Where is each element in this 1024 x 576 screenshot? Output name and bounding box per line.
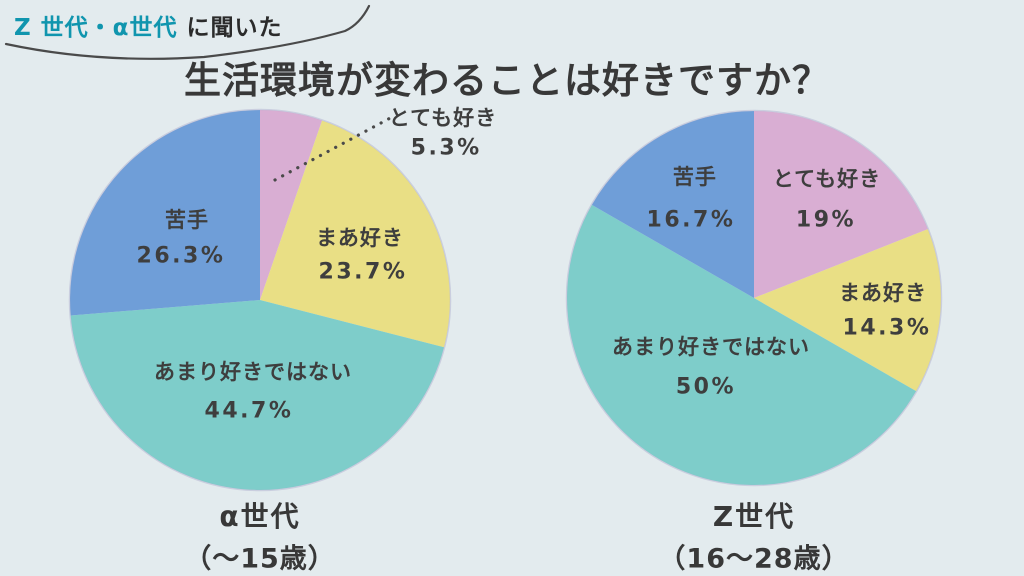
pie-slice-まあ好き <box>260 120 450 348</box>
pie-slice-あまり好きではない <box>70 300 445 491</box>
slice-label-あまり好きではない: あまり好きではない <box>611 335 810 360</box>
kicker-highlight-text: Z 世代・α世代 <box>14 15 178 41</box>
pie-slice-苦手 <box>69 110 260 316</box>
pie-caption-sub-1: （16～28歳） <box>658 543 850 575</box>
page-title: 生活環境が変わることは好きですか？ <box>184 59 830 102</box>
slice-value-苦手: 26.3% <box>136 243 226 269</box>
kicker-line: Z 世代・α世代 に聞いた <box>14 8 283 42</box>
pie-slice-とても好き <box>754 111 928 298</box>
pie-slice-とても好き <box>260 110 323 300</box>
slice-value-まあ好き: 14.3% <box>842 315 932 341</box>
slice-value-とても好き: 19% <box>795 207 857 233</box>
kicker-rest-text: に聞いた <box>186 15 283 41</box>
pie-rim <box>565 109 943 487</box>
pie-slice-苦手 <box>591 111 754 298</box>
pie-caption-0: α世代 <box>219 500 301 533</box>
slice-label-苦手: 苦手 <box>165 208 210 233</box>
leader-line-とても好き <box>273 115 394 182</box>
slice-value-あまり好きではない: 44.7% <box>204 398 294 424</box>
slice-label-苦手: 苦手 <box>672 165 717 190</box>
slice-value-とても好き: 5.3% <box>410 135 482 161</box>
pie-caption-sub-0: （～15歳） <box>184 543 336 575</box>
slice-value-苦手: 16.7% <box>646 207 736 233</box>
pie-slice-あまり好きではない <box>567 204 917 485</box>
slice-label-まあ好き: まあ好き <box>839 281 928 306</box>
slice-value-あまり好きではない: 50% <box>675 374 737 400</box>
pie-slice-まあ好き <box>754 229 941 392</box>
pie-1-svg <box>565 109 943 487</box>
slice-label-とても好き: とても好き <box>388 106 498 131</box>
slice-value-まあ好き: 23.7% <box>318 259 408 285</box>
slice-label-とても好き: とても好き <box>772 166 882 191</box>
pie-rim <box>68 108 452 492</box>
pie-0-svg <box>68 108 452 492</box>
slice-label-まあ好き: まあ好き <box>315 225 404 250</box>
pie-caption-1: Z世代 <box>712 500 796 533</box>
slice-label-あまり好きではない: あまり好きではない <box>153 360 352 385</box>
